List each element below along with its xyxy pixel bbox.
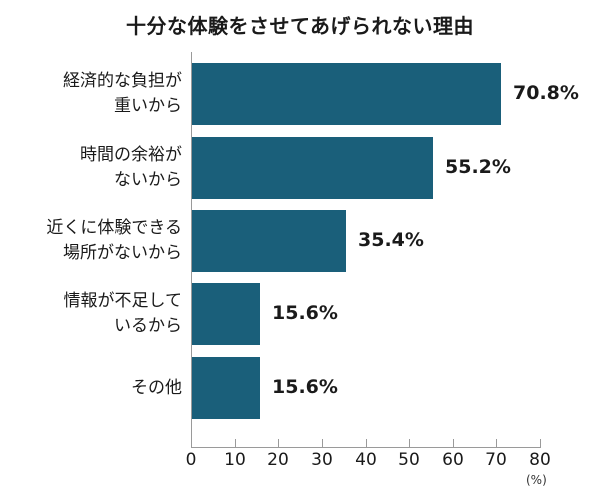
- bar: [192, 63, 501, 125]
- chart-title: 十分な体験をさせてあげられない理由: [126, 14, 474, 38]
- x-axis-unit-label: (%): [526, 473, 547, 487]
- bar: [192, 357, 260, 419]
- x-tick-label: 80: [529, 450, 551, 470]
- x-tick: [235, 439, 236, 447]
- bar-value-label: 70.8%: [513, 82, 579, 104]
- x-tick-label: 30: [311, 450, 333, 470]
- x-axis-line: [191, 447, 541, 448]
- x-tick: [540, 439, 541, 447]
- x-tick: [409, 439, 410, 447]
- x-tick: [453, 439, 454, 447]
- bar: [192, 137, 433, 199]
- bar-value-label: 55.2%: [445, 156, 511, 178]
- x-tick-label: 40: [355, 450, 377, 470]
- x-tick: [278, 439, 279, 447]
- x-tick-label: 70: [485, 450, 507, 470]
- x-tick-label: 50: [398, 450, 420, 470]
- x-tick-label: 60: [442, 450, 464, 470]
- bar: [192, 283, 260, 345]
- x-tick: [496, 439, 497, 447]
- x-tick-label: 20: [267, 450, 289, 470]
- category-label: 近くに体験できる 場所がないから: [46, 218, 182, 263]
- bar-value-label: 15.6%: [272, 302, 338, 324]
- bar: [192, 210, 346, 272]
- x-tick-label: 0: [185, 450, 197, 470]
- category-label: 情報が不足して いるから: [63, 291, 183, 336]
- category-label: 時間の余裕が ないから: [80, 145, 182, 190]
- x-tick: [322, 439, 323, 447]
- y-axis-line: [191, 52, 192, 448]
- bar-value-label: 35.4%: [358, 229, 424, 251]
- x-tick-label: 10: [224, 450, 246, 470]
- category-label: その他: [131, 377, 182, 398]
- category-label: 経済的な負担が 重いから: [63, 71, 182, 116]
- bar-value-label: 15.6%: [272, 376, 338, 398]
- x-tick: [366, 439, 367, 447]
